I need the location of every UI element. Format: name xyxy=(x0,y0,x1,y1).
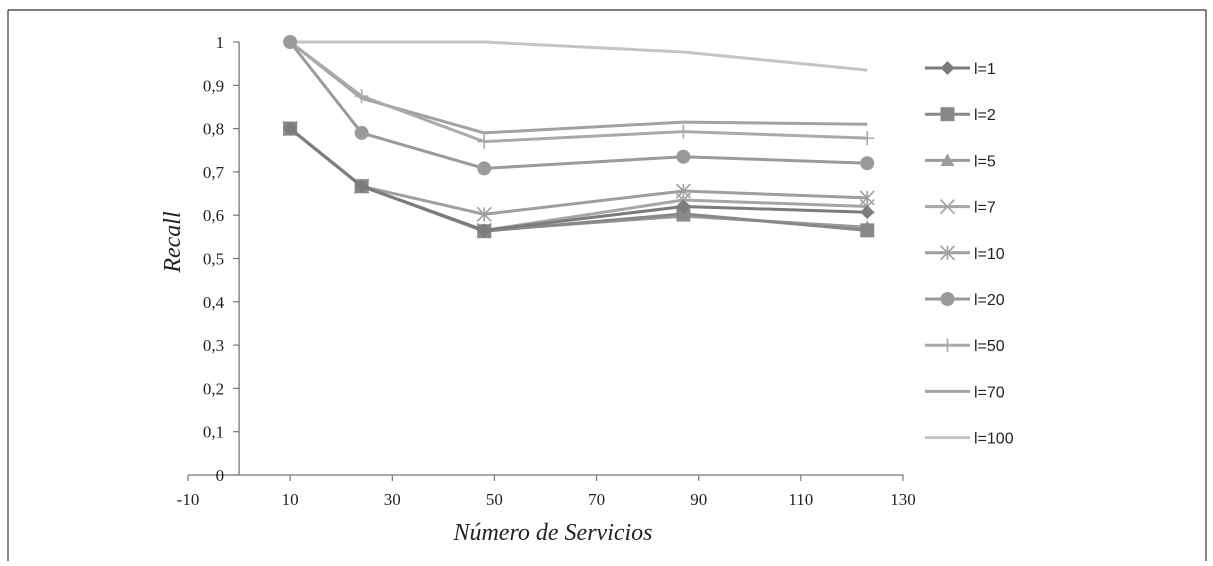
series-l-50 xyxy=(283,35,875,149)
data-point xyxy=(354,179,369,194)
legend-swatch-marker xyxy=(940,153,955,166)
series-l-1 xyxy=(283,121,875,238)
plot-area xyxy=(282,35,875,239)
data-point xyxy=(476,206,492,222)
legend-swatch-marker xyxy=(939,245,956,261)
legend-item: l=7 xyxy=(925,198,996,217)
legend-item: l=5 xyxy=(925,153,996,170)
y-tick-label: 0,7 xyxy=(203,163,225,182)
y-tick-label: 0,8 xyxy=(203,120,224,139)
axes: 0 0,1 0,2 0,3 0,4 0,5 0,6 0,7 0,8 0,9 1 -10 10 30 50 70… xyxy=(177,33,916,509)
y-axis-title: Recall xyxy=(160,211,186,274)
legend-item: l=50 xyxy=(925,338,1005,355)
data-point xyxy=(676,206,691,221)
x-tick-label: 70 xyxy=(588,490,605,509)
series-line xyxy=(289,127,868,232)
x-tick-label: 50 xyxy=(486,490,503,509)
legend-label: l=1 xyxy=(974,61,996,78)
legend-label: l=20 xyxy=(974,292,1005,309)
legend-item: l=20 xyxy=(925,292,1005,309)
y-tick-label: 0,3 xyxy=(203,336,224,355)
y-tick-label: 0,6 xyxy=(203,206,224,225)
legend-swatch-marker xyxy=(940,338,955,353)
data-point xyxy=(860,223,875,238)
data-point xyxy=(676,149,691,164)
legend-swatch-marker xyxy=(940,61,955,75)
series-line xyxy=(290,40,868,72)
legend-label: l=100 xyxy=(974,431,1014,448)
x-axis-title: Número de Servicios xyxy=(452,520,652,546)
legend-item: l=2 xyxy=(925,107,996,124)
series-line xyxy=(289,127,868,216)
legend-item: l=70 xyxy=(925,384,1005,401)
y-tick-label: 0,9 xyxy=(203,76,224,95)
series-line xyxy=(289,40,868,135)
legend-label: l=10 xyxy=(974,246,1005,263)
legend: l=1 l=2 l=5 l=7 l=10 l=20 l=50 l=70 l=100 xyxy=(925,61,1014,448)
series-l-70 xyxy=(289,40,868,135)
y-tick-label: 1 xyxy=(216,33,225,52)
x-tick-label: -10 xyxy=(177,490,200,509)
x-tick-label: 90 xyxy=(690,490,707,509)
data-point xyxy=(283,121,298,136)
data-point xyxy=(354,125,369,140)
x-tick-label: 30 xyxy=(384,490,401,509)
series-l-2 xyxy=(283,121,875,239)
legend-label: l=2 xyxy=(974,107,996,124)
data-point xyxy=(283,35,298,49)
data-point xyxy=(860,205,875,220)
series-l-20 xyxy=(283,35,875,176)
data-point xyxy=(477,223,492,238)
legend-swatch-marker xyxy=(939,198,956,215)
y-tick-label: 0,4 xyxy=(203,293,225,312)
data-point xyxy=(676,124,691,139)
y-tick-label: 0 xyxy=(216,466,225,485)
data-point xyxy=(477,161,492,176)
y-tick-label: 0,2 xyxy=(203,379,224,398)
data-point xyxy=(354,89,369,104)
x-tick-label: 130 xyxy=(890,490,916,509)
legend-label: l=5 xyxy=(974,153,996,170)
legend-item: l=1 xyxy=(925,61,996,78)
data-point xyxy=(477,134,492,149)
legend-item: l=100 xyxy=(925,431,1014,448)
legend-item: l=10 xyxy=(925,245,1005,263)
legend-label: l=7 xyxy=(974,200,996,217)
y-tick-label: 0,5 xyxy=(203,250,224,269)
legend-swatch-marker xyxy=(940,292,955,306)
x-tick-label: 110 xyxy=(788,490,813,509)
legend-label: l=70 xyxy=(974,384,1005,401)
y-tick-label: 0,1 xyxy=(203,423,224,442)
legend-label: l=50 xyxy=(974,338,1005,355)
series-l-100 xyxy=(290,40,868,72)
x-tick-label: 10 xyxy=(282,490,299,509)
data-point xyxy=(860,131,875,146)
legend-swatch-marker xyxy=(940,107,955,122)
data-point xyxy=(860,156,875,171)
data-point xyxy=(676,199,691,214)
